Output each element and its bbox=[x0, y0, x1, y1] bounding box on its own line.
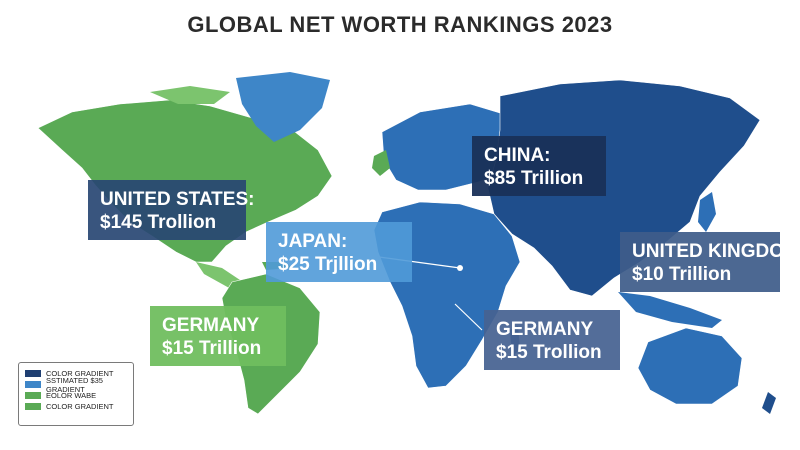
southeast-asia-islands bbox=[618, 292, 722, 328]
legend-item: EOLOR WABE bbox=[25, 390, 127, 401]
callout-value: $15 Trillion bbox=[162, 338, 262, 359]
callout-country: UNITED KINGDOM: bbox=[632, 241, 800, 262]
callout-country: UNITED STATES: bbox=[100, 189, 255, 210]
callout-country: CHINA: bbox=[484, 145, 551, 166]
callout-value: $25 Trjllion bbox=[278, 254, 378, 275]
legend-item: COLOR GRADIENT bbox=[25, 368, 127, 379]
australia-landmass bbox=[637, 327, 743, 405]
map-legend: COLOR GRADIENT SSTIMATED $35 GRADIENT EO… bbox=[18, 362, 134, 426]
legend-label: EOLOR WABE bbox=[46, 391, 97, 400]
callout-value: $85 Trillion bbox=[484, 168, 584, 189]
callout-japan: JAPAN: $25 Trjllion bbox=[266, 222, 412, 282]
callout-germany-africa: GERMANY $15 Trollion bbox=[484, 310, 620, 370]
callout-value: $15 Trollion bbox=[496, 342, 602, 363]
map-title: GLOBAL NET WORTH RANKINGS 2023 bbox=[187, 12, 613, 37]
callout-united-kingdom: UNITED KINGDOM: $10 Trillion bbox=[620, 232, 800, 292]
legend-label: COLOR GRADIENT bbox=[46, 369, 114, 378]
legend-swatch bbox=[25, 370, 41, 377]
legend-item: SSTIMATED $35 GRADIENT bbox=[25, 376, 127, 394]
legend-swatch bbox=[25, 392, 41, 399]
greenland bbox=[236, 72, 330, 142]
callout-value: $10 Trillion bbox=[632, 264, 732, 285]
callout-country: JAPAN: bbox=[278, 231, 348, 252]
location-dot bbox=[457, 265, 463, 271]
legend-label: SSTIMATED $35 GRADIENT bbox=[46, 375, 103, 394]
british-isles bbox=[372, 150, 390, 176]
callout-country: GERMANY bbox=[162, 315, 260, 336]
new-zealand bbox=[762, 392, 776, 414]
legend-label: COLOR GRADIENT bbox=[46, 402, 114, 411]
japan-islands bbox=[698, 192, 716, 232]
callout-united-states: UNITED STATES: $145 Trollion bbox=[88, 180, 255, 240]
legend-item: COLOR GRADIENT bbox=[25, 401, 127, 412]
connector-line-germany-africa bbox=[454, 303, 483, 331]
callout-china: CHINA: $85 Trillion bbox=[472, 136, 606, 196]
legend-swatch bbox=[25, 403, 41, 410]
arctic-islands bbox=[150, 86, 230, 104]
callout-germany-americas: GERMANY $15 Trillion bbox=[150, 306, 286, 366]
callout-country: GERMANY bbox=[496, 319, 594, 340]
callout-value: $145 Trollion bbox=[100, 212, 217, 233]
legend-swatch bbox=[25, 381, 41, 388]
